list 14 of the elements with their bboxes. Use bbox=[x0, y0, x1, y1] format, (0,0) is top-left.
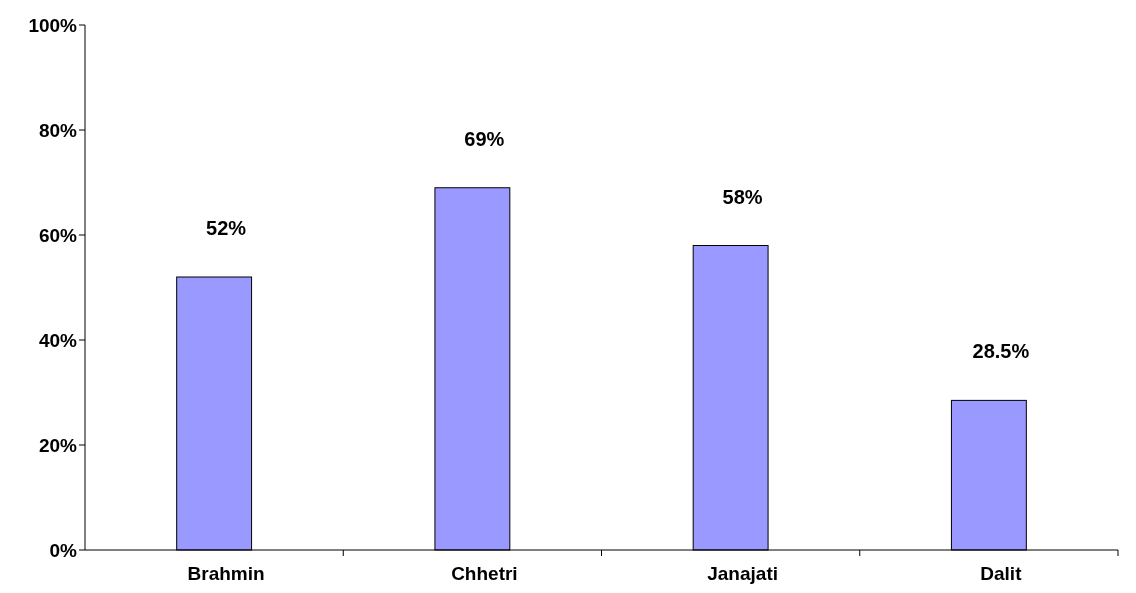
data-label: 58% bbox=[722, 185, 763, 208]
y-tick-label: 100% bbox=[28, 14, 78, 36]
y-tick-label: 40% bbox=[38, 329, 78, 351]
y-tick-label: 80% bbox=[38, 119, 78, 141]
x-tick-label: Dalit bbox=[980, 563, 1023, 584]
y-tick-label: 60% bbox=[38, 224, 78, 246]
x-tick-label: Chhetri bbox=[451, 563, 518, 584]
y-tick-label: 20% bbox=[38, 434, 78, 456]
x-tick-label: Brahmin bbox=[187, 563, 265, 584]
y-tick-label: 0% bbox=[49, 539, 78, 561]
data-label: 69% bbox=[464, 127, 505, 150]
data-label: 28.5% bbox=[972, 340, 1030, 363]
x-tick-label: Janajati bbox=[707, 563, 779, 584]
data-label: 52% bbox=[206, 217, 247, 239]
